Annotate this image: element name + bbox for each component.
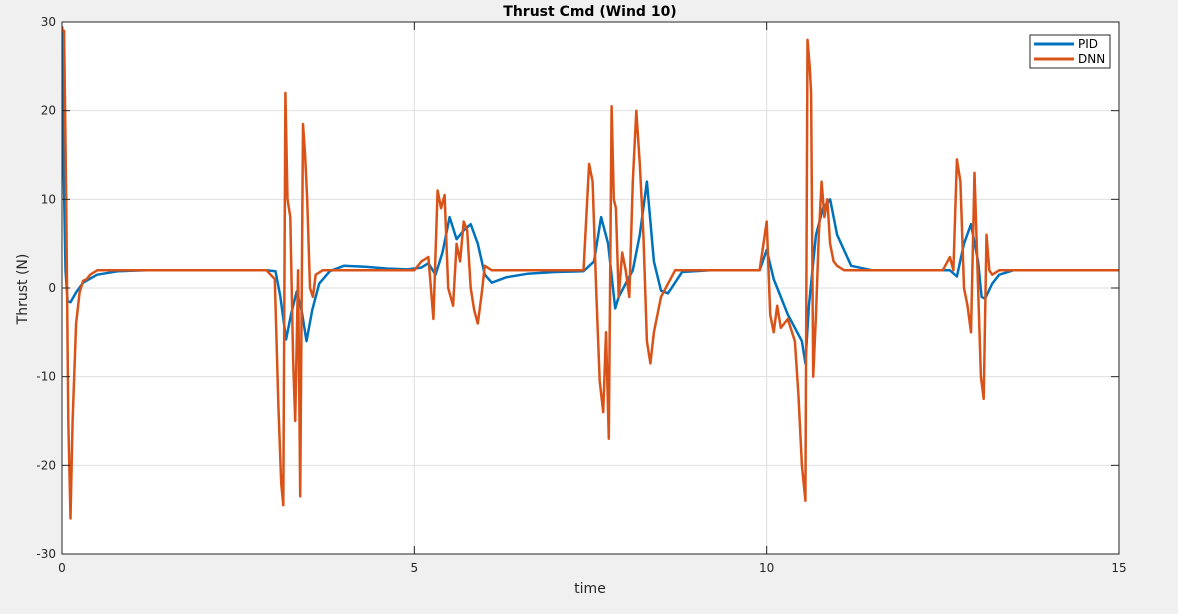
series-line-dnn (62, 26, 1119, 520)
y-tick-label: -20 (36, 458, 56, 472)
legend-label-dnn: DNN (1078, 52, 1105, 66)
y-tick-label: -10 (36, 370, 56, 384)
y-tick-label: 0 (48, 281, 56, 295)
legend-label-pid: PID (1078, 37, 1098, 51)
y-tick-label: -30 (36, 547, 56, 561)
series-lines (62, 26, 1119, 520)
y-tick-label: 20 (41, 104, 56, 118)
y-tick-label: 10 (41, 192, 56, 206)
x-tick-label: 10 (759, 561, 774, 575)
x-tick-label: 5 (411, 561, 419, 575)
y-tick-label: 30 (41, 15, 56, 29)
x-tick-label: 15 (1111, 561, 1126, 575)
legend: PID DNN (1029, 34, 1111, 69)
legend-box (1029, 34, 1111, 69)
x-axis-label: time (574, 581, 606, 597)
chart-title: Thrust Cmd (Wind 10) (503, 4, 676, 20)
axis-ticks: 0 5 10 15 -30 -20 -10 0 10 20 30 (36, 15, 1126, 575)
x-tick-label: 0 (58, 561, 66, 575)
y-axis-label: Thrust (N) (15, 254, 31, 326)
